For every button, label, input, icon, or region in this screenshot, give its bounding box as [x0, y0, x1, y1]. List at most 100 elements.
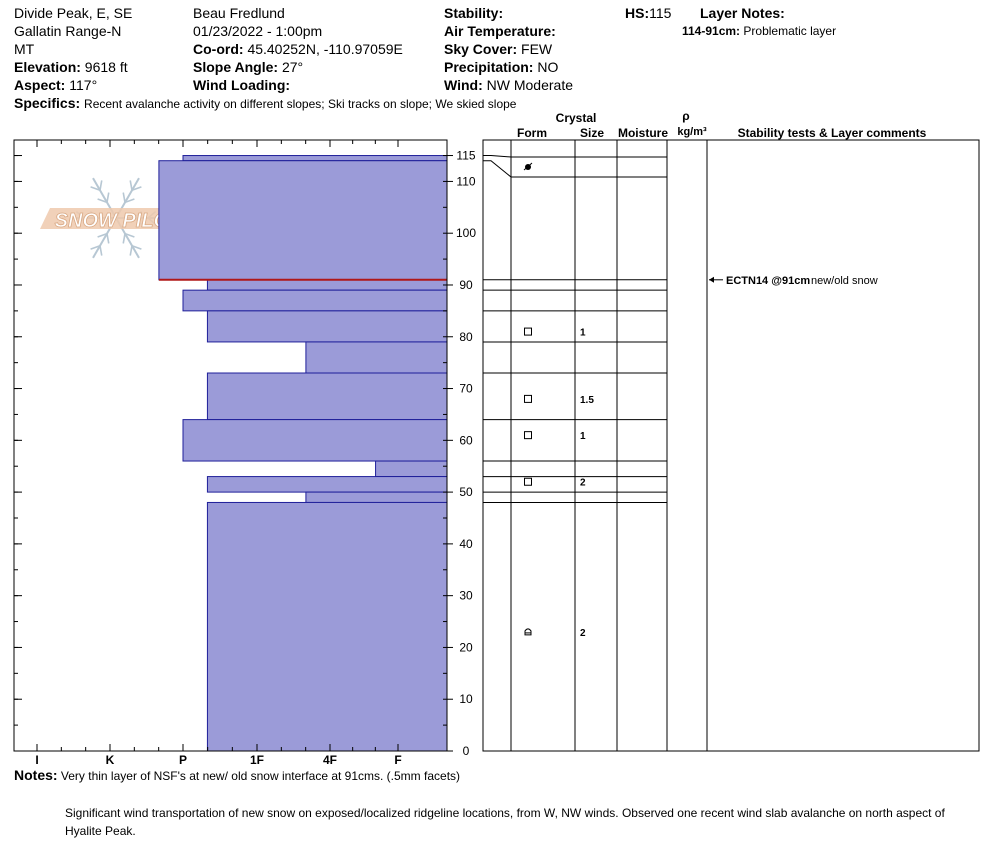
x-tick-label: 1F — [250, 753, 264, 767]
specifics-label: Specifics: — [14, 95, 81, 111]
header-size: Size — [580, 126, 604, 140]
hardness-bars — [158, 155, 448, 752]
y-tick-label: 60 — [459, 433, 473, 447]
wind: Wind: NW Moderate — [444, 76, 573, 94]
notes-line1: Very thin layer of NSF's at new/ old sno… — [60, 769, 461, 783]
logo-flake-branch — [131, 244, 142, 250]
hardness-plot-border — [13, 139, 448, 752]
layer-connector — [483, 155, 512, 158]
layer-connector — [483, 160, 512, 178]
crystal-form-square — [524, 327, 532, 336]
logo-flake-branch — [90, 186, 101, 192]
logo-flake-branch — [97, 232, 108, 238]
hardness-bar — [206, 310, 448, 343]
elevation-value: 9618 ft — [84, 59, 128, 75]
hardness-bar — [158, 160, 448, 281]
logo-flake-branch — [129, 245, 133, 256]
y-tick-label: 115 — [456, 149, 475, 163]
logo-flake-branch — [122, 192, 126, 203]
aspect-label: Aspect: — [14, 77, 66, 93]
coord-value: 45.40252N, -110.97059E — [247, 41, 403, 57]
notes-label: Notes: — [14, 767, 58, 783]
hardness-bar — [375, 460, 448, 478]
logo-banner — [40, 208, 194, 229]
snowpilot-logo: SNOW PILOT — [40, 177, 194, 259]
slope-label: Slope Angle: — [193, 59, 279, 75]
specifics: Specifics: Recent avalanche activity on … — [14, 94, 516, 113]
y-tick-label: 30 — [459, 589, 473, 603]
coordinates: Co-ord: 45.40252N, -110.97059E — [193, 40, 403, 58]
hardness-axis: I K P 1F 4F F — [35, 140, 402, 767]
sky-value: FEW — [521, 41, 553, 57]
x-tick-label: 4F — [323, 753, 337, 767]
datetime: 01/23/2022 - 1:00pm — [193, 23, 323, 39]
y-tick-label: 10 — [459, 692, 473, 706]
logo-text: SNOW PILOT — [55, 210, 183, 232]
logo-flake-branch — [90, 244, 101, 250]
crystal-size: 1 — [580, 328, 586, 339]
wind-label: Wind: — [444, 77, 483, 93]
logo-flake-branch — [122, 233, 126, 244]
y-tick-label: 0 — [463, 744, 470, 758]
hs-label: HS: — [625, 5, 650, 21]
y-tick-label: 20 — [459, 640, 473, 654]
layer-note-range: 114-91cm: — [682, 24, 741, 38]
y-tick-label: 80 — [459, 330, 473, 344]
hardness-bar — [206, 279, 448, 291]
specifics-value: Recent avalanche activity on different s… — [84, 97, 517, 111]
layer-notes-label: Layer Notes: — [700, 5, 785, 21]
hardness-bar — [305, 491, 448, 503]
x-tick-label: I — [35, 753, 38, 767]
crystal-form-square — [524, 431, 532, 440]
x-tick-label: K — [106, 753, 115, 767]
aspect-value: 117° — [69, 77, 98, 93]
sky-cover: Sky Cover: FEW — [444, 40, 552, 58]
hs-value: 115 — [649, 5, 672, 21]
hardness-bar — [305, 341, 448, 374]
header-crystal: Crystal — [556, 111, 597, 125]
layer-note-text: Problematic layer — [743, 24, 837, 38]
layer-notes-title: Layer Notes: — [700, 4, 785, 22]
height-axis: 0 10 20 30 40 50 60 70 80 90 100 110 115 — [14, 149, 476, 758]
stability: Stability: — [444, 4, 503, 22]
logo-flake-branch — [97, 198, 108, 204]
crystal-size: 1.5 — [580, 395, 594, 406]
slope-value: 27° — [281, 59, 304, 75]
slope-angle: Slope Angle: 27° — [193, 58, 303, 76]
y-tick-label: 90 — [459, 278, 473, 292]
logo-flake-branch — [124, 232, 135, 238]
y-tick-label: 100 — [456, 226, 476, 240]
hardness-bar — [182, 419, 448, 462]
air-temperature: Air Temperature: — [444, 22, 556, 40]
crystal-form-dot-stroke — [523, 162, 533, 171]
sky-label: Sky Cover: — [444, 41, 518, 57]
y-tick-label: 50 — [459, 485, 473, 499]
header-moisture: Moisture — [618, 126, 668, 140]
wind-loading-label: Wind Loading: — [193, 77, 291, 93]
logo-flake-branch — [106, 192, 110, 203]
notes: Notes: Very thin layer of NSF's at new/ … — [14, 766, 460, 785]
crystal-size: 2 — [580, 628, 586, 639]
table-border — [482, 139, 980, 752]
header-stability: Stability tests & Layer comments — [738, 126, 927, 140]
y-tick-label: 40 — [459, 537, 473, 551]
aspect: Aspect: 117° — [14, 76, 97, 94]
crystal-form-square — [524, 477, 532, 486]
stability-test: ECTN14 @91cm — [726, 275, 810, 287]
logo-flake-branch — [99, 180, 103, 191]
precip-label: Precipitation: — [444, 59, 534, 75]
stability-arrowhead — [709, 276, 714, 283]
column-headers: Crystal Form Size Moisture ρ kg/m³ Stabi… — [517, 109, 927, 140]
hardness-bar — [182, 155, 448, 162]
logo-flake-branch — [99, 245, 103, 256]
wind-loading: Wind Loading: — [193, 76, 290, 94]
hardness-bar — [206, 501, 448, 752]
crystal-size: 1 — [580, 431, 586, 442]
y-tick-label: 110 — [456, 174, 475, 188]
snow-height: HS:115 — [625, 4, 671, 22]
logo-flake-branch — [131, 186, 142, 192]
state: MT — [14, 41, 35, 57]
stability-comment: new/old snow — [811, 275, 878, 287]
observer: Beau Fredlund — [193, 5, 285, 21]
